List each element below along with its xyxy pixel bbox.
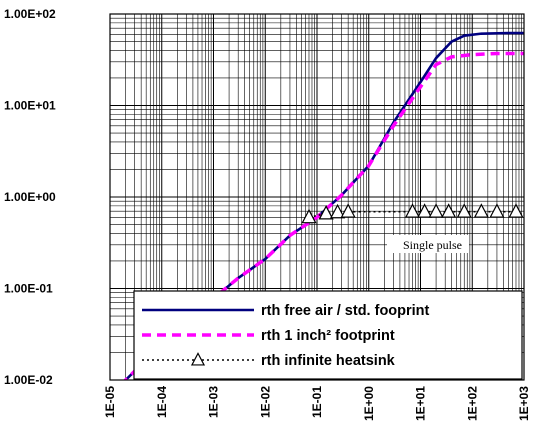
annotation-group: Single pulse xyxy=(387,235,469,253)
series-marker-3 xyxy=(473,203,489,218)
series-marker-3 xyxy=(417,203,433,218)
series-marker-3 xyxy=(318,205,334,220)
legend-label-3: rth infinite heatsink xyxy=(261,353,396,369)
x-tick-label: 1E+03 xyxy=(517,386,531,421)
series-marker-3 xyxy=(508,203,524,218)
x-tick-label: 1E+02 xyxy=(465,386,479,421)
legend-label-2: rth 1 inch² footprint xyxy=(261,328,395,344)
legend: rth free air / std. fooprint rth 1 inch² … xyxy=(133,290,523,380)
y-tick-label: 1.00E+00 xyxy=(4,190,56,204)
x-tick-label: 1E+00 xyxy=(362,386,376,421)
y-tick-label: 1.00E+01 xyxy=(4,99,56,113)
series-marker-3 xyxy=(330,203,346,219)
series-marker-3 xyxy=(404,203,421,218)
series-marker-3 xyxy=(489,203,505,218)
legend-marker-3 xyxy=(190,352,206,366)
y-tick-label: 1.00E+02 xyxy=(4,7,56,21)
plot-frame xyxy=(109,13,525,381)
y-tick-label: 1.00E-02 xyxy=(4,373,53,387)
x-tick-label: 1E+01 xyxy=(414,386,428,421)
annotation-background xyxy=(387,235,469,253)
series-marker-3 xyxy=(340,203,356,218)
x-tick-label: 1E-04 xyxy=(155,386,169,418)
annotation-single-pulse: Single pulse xyxy=(403,238,462,252)
legend-label-1: rth free air / std. fooprint xyxy=(261,303,430,319)
series-marker-3 xyxy=(428,203,444,218)
y-tick-label: 1.00E-01 xyxy=(4,282,53,296)
x-tick-label: 1E-03 xyxy=(207,386,221,418)
x-tick-label: 1E-02 xyxy=(258,386,272,418)
series-marker-3 xyxy=(441,203,457,218)
x-tick-label: 1E-01 xyxy=(310,386,324,418)
series-marker-3 xyxy=(456,203,472,218)
x-tick-label: 1E-05 xyxy=(103,386,117,418)
x-axis-ticks: 1E-05 1E-04 1E-03 1E-02 1E-01 1E+00 1E+01 1E+02… xyxy=(103,386,531,421)
series-marker-3 xyxy=(301,208,317,224)
y-axis-ticks: 1.00E-02 1.00E-01 1.00E+00 1.00E+01 1.00E+02 xyxy=(4,7,56,387)
